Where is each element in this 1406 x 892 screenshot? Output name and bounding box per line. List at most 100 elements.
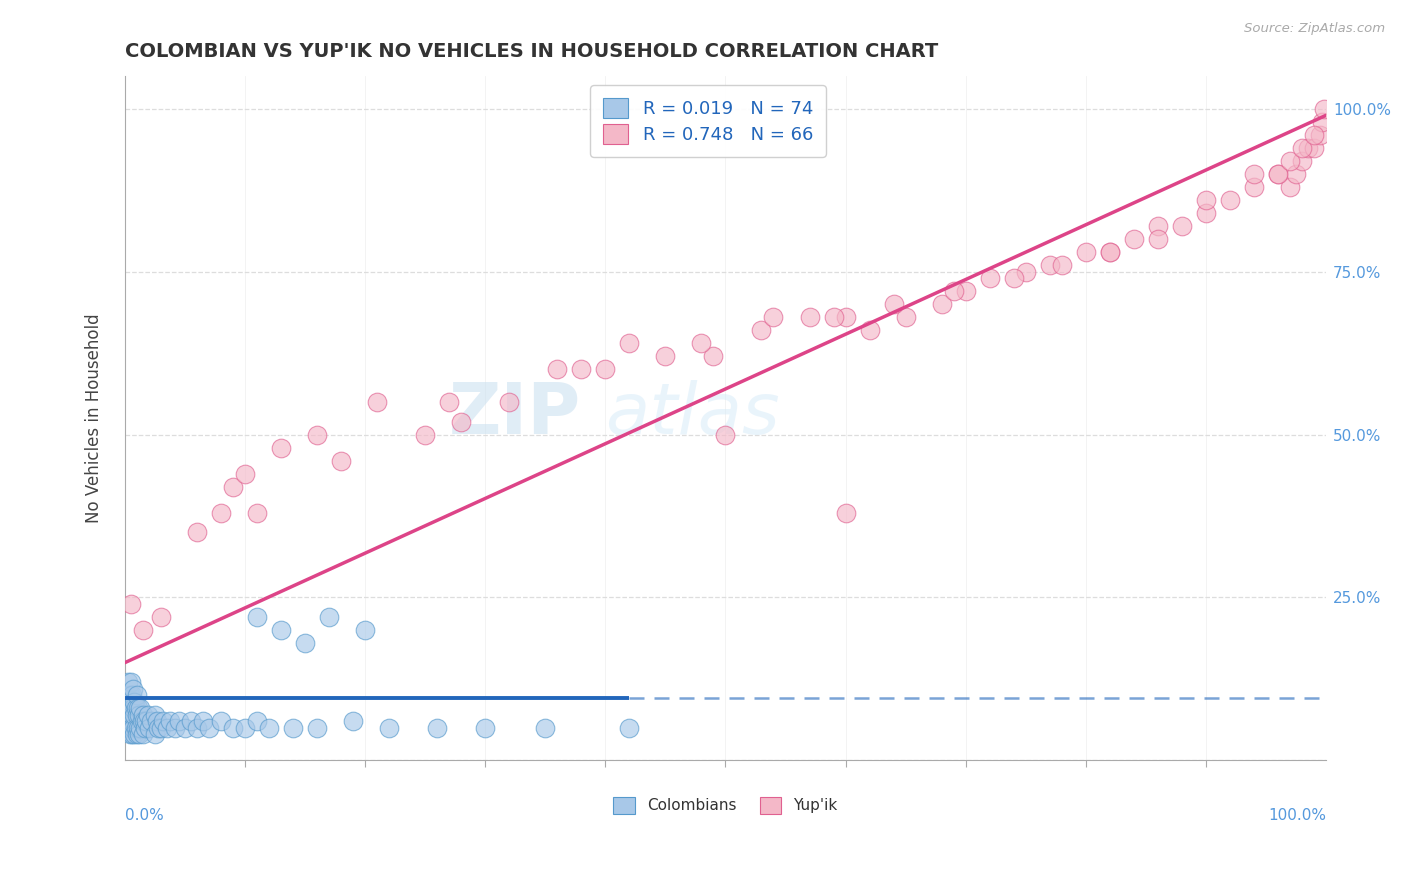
Point: [132, 707, 155, 722]
Point: [474, 721, 496, 735]
Point: [1098, 245, 1121, 260]
Point: [714, 427, 737, 442]
Point: [546, 362, 568, 376]
Point: [498, 395, 520, 409]
Text: atlas: atlas: [606, 380, 780, 450]
Point: [799, 310, 821, 325]
Point: [834, 506, 856, 520]
Point: [1267, 167, 1289, 181]
Point: [246, 506, 269, 520]
Point: [942, 284, 965, 298]
Point: [128, 707, 150, 722]
Point: [378, 721, 401, 735]
Point: [426, 721, 449, 735]
Point: [619, 336, 641, 351]
Point: [129, 721, 152, 735]
Point: [174, 721, 197, 735]
Point: [931, 297, 953, 311]
Point: [143, 707, 166, 722]
Point: [129, 701, 152, 715]
Point: [222, 721, 245, 735]
Point: [152, 714, 174, 729]
Point: [1147, 219, 1170, 233]
Point: [120, 701, 142, 715]
Point: [654, 350, 676, 364]
Point: [1002, 271, 1025, 285]
Point: [115, 714, 138, 729]
Point: [1285, 167, 1308, 181]
Point: [118, 688, 141, 702]
Point: [1219, 193, 1241, 207]
Point: [128, 727, 150, 741]
Point: [122, 681, 145, 696]
Point: [122, 721, 145, 735]
Point: [117, 721, 139, 735]
Point: [209, 714, 232, 729]
Point: [115, 688, 138, 702]
Point: [134, 721, 156, 735]
Point: [132, 714, 155, 729]
Point: [1309, 128, 1331, 142]
Point: [1291, 153, 1313, 168]
Point: [1122, 232, 1144, 246]
Point: [138, 721, 160, 735]
Point: [1171, 219, 1194, 233]
Point: [979, 271, 1001, 285]
Point: [955, 284, 977, 298]
Point: [131, 714, 153, 729]
Point: [894, 310, 917, 325]
Point: [413, 427, 436, 442]
Point: [751, 323, 773, 337]
Point: [366, 395, 388, 409]
Y-axis label: No Vehicles in Household: No Vehicles in Household: [86, 313, 103, 523]
Point: [1296, 141, 1319, 155]
Point: [141, 714, 163, 729]
Point: [834, 310, 856, 325]
Point: [1015, 265, 1038, 279]
Point: [125, 727, 148, 741]
Point: [222, 480, 245, 494]
Point: [148, 721, 170, 735]
Point: [1039, 258, 1062, 272]
Point: [149, 610, 172, 624]
Point: [1279, 180, 1302, 194]
Point: [1243, 167, 1265, 181]
Point: [135, 714, 157, 729]
Point: [136, 707, 159, 722]
Point: [127, 701, 149, 715]
Point: [569, 362, 592, 376]
Point: [1195, 206, 1218, 220]
Point: [180, 714, 202, 729]
Point: [124, 727, 146, 741]
Point: [1312, 102, 1334, 116]
Point: [330, 453, 353, 467]
Point: [186, 721, 208, 735]
Point: [257, 721, 280, 735]
Point: [1243, 180, 1265, 194]
Point: [762, 310, 785, 325]
Point: [132, 623, 155, 637]
Point: [619, 721, 641, 735]
Point: [1291, 141, 1313, 155]
Point: [342, 714, 364, 729]
Point: [281, 721, 304, 735]
Point: [198, 721, 221, 735]
Point: [118, 707, 141, 722]
Point: [117, 675, 139, 690]
Point: [156, 721, 179, 735]
Point: [124, 701, 146, 715]
Point: [1303, 128, 1326, 142]
Point: [121, 688, 143, 702]
Point: [233, 721, 256, 735]
Point: [121, 727, 143, 741]
Point: [120, 597, 142, 611]
Point: [124, 695, 146, 709]
Point: [1147, 232, 1170, 246]
Point: [305, 721, 328, 735]
Point: [1098, 245, 1121, 260]
Point: [702, 350, 724, 364]
Point: [120, 675, 142, 690]
Point: [354, 623, 377, 637]
Point: [1074, 245, 1097, 260]
Point: [595, 362, 617, 376]
